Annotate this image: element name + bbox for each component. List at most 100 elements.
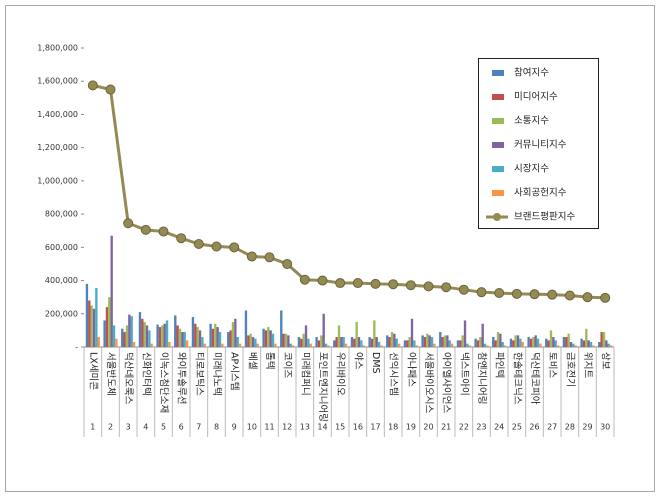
bar <box>486 345 489 347</box>
rank-label: 7 <box>196 423 201 432</box>
bar <box>589 342 593 347</box>
x-tick-label: 금호전기 <box>564 352 575 387</box>
rank-label: 5 <box>161 423 166 432</box>
line-marker <box>511 288 522 299</box>
bar <box>249 333 252 347</box>
x-tick-label: 톱텍 <box>264 352 275 369</box>
bar <box>439 332 442 347</box>
x-tick-label: 미래나노텍 <box>211 352 222 396</box>
bar <box>158 327 162 347</box>
bar <box>322 313 325 347</box>
bar <box>353 338 356 347</box>
bar <box>552 337 555 347</box>
bar <box>403 340 407 347</box>
bar <box>227 332 230 347</box>
rank-label: 12 <box>282 423 292 432</box>
bar <box>408 337 411 347</box>
bar <box>554 340 557 347</box>
bar <box>370 338 374 347</box>
legend-label: 시장지수 <box>514 164 549 175</box>
legend-swatch <box>492 118 504 124</box>
bar <box>426 333 429 347</box>
bar <box>373 320 376 347</box>
bar <box>90 305 93 347</box>
legend-label: 미디어지수 <box>514 92 558 103</box>
legend-label: 브랜드평판지수 <box>514 212 575 223</box>
bar <box>410 318 414 347</box>
bar <box>191 317 195 347</box>
legend-swatch <box>493 213 501 221</box>
bar <box>251 337 255 347</box>
line-marker <box>547 289 558 300</box>
rank-label: 13 <box>300 423 310 432</box>
line-marker <box>370 278 381 289</box>
x-tick-label: 이녹스첨단소재 <box>158 352 169 413</box>
bar <box>211 328 215 347</box>
bar <box>395 338 398 347</box>
bar <box>201 337 204 347</box>
bar <box>203 343 206 347</box>
rank-label: 28 <box>565 423 575 432</box>
line-marker <box>229 242 240 253</box>
bar <box>362 345 365 347</box>
bar <box>340 337 343 347</box>
line-marker <box>441 282 452 293</box>
rank-label: 3 <box>126 423 131 432</box>
bar <box>209 323 212 347</box>
bar <box>529 338 533 347</box>
bar <box>430 337 434 347</box>
bar <box>216 327 219 347</box>
line-marker <box>246 251 257 262</box>
legend-swatch <box>492 166 504 172</box>
line-marker <box>87 80 98 91</box>
rank-label: 24 <box>494 423 504 432</box>
rank-label: 2 <box>108 423 113 432</box>
line-marker <box>176 233 187 244</box>
bar <box>130 316 133 347</box>
legend-swatch <box>492 142 504 148</box>
bar <box>519 338 522 347</box>
bar <box>85 283 89 347</box>
y-tick-label: 400,000 <box>45 276 78 285</box>
bar <box>304 325 308 347</box>
x-tick-label: 미래컴퍼니 <box>299 352 311 396</box>
bar <box>181 332 184 347</box>
bar <box>108 297 111 347</box>
line-marker <box>123 218 134 229</box>
y-tick-label: 1,400,000 <box>37 110 78 119</box>
bar <box>496 332 500 347</box>
bar <box>509 338 513 347</box>
rank-label: 14 <box>317 423 327 432</box>
legend-label: 사회공헌지수 <box>514 188 567 199</box>
rank-label: 9 <box>232 423 237 432</box>
x-tick-label: 우리바이오 <box>335 352 346 396</box>
bar <box>516 335 520 347</box>
bar <box>536 338 540 347</box>
x-tick-label: 아나패스 <box>405 352 416 387</box>
bar <box>450 343 454 347</box>
bar <box>342 337 345 347</box>
bar <box>337 325 341 347</box>
line-marker <box>282 258 293 269</box>
bar <box>324 343 328 347</box>
bar <box>300 338 303 347</box>
bar <box>474 338 477 347</box>
bar <box>297 337 301 347</box>
line-marker <box>582 292 593 303</box>
x-tick-label: 넥스트아이 <box>458 352 469 396</box>
x-tick-label: 신화인터텍 <box>140 352 151 396</box>
bar <box>88 300 91 347</box>
legend-swatch <box>492 190 504 196</box>
x-tick-label: 선익시스템 <box>388 352 400 396</box>
bar <box>214 323 217 347</box>
rank-label: 21 <box>441 423 451 432</box>
bar <box>357 337 361 347</box>
x-tick-label: 덕산테코피아 <box>529 352 540 405</box>
bar <box>161 325 164 347</box>
bar <box>562 337 566 347</box>
bar <box>264 330 268 347</box>
x-tick-label: 파인텍 <box>494 352 505 378</box>
y-tick-label: 1,800,000 <box>37 44 78 53</box>
bar <box>600 332 603 347</box>
bar <box>121 328 124 347</box>
